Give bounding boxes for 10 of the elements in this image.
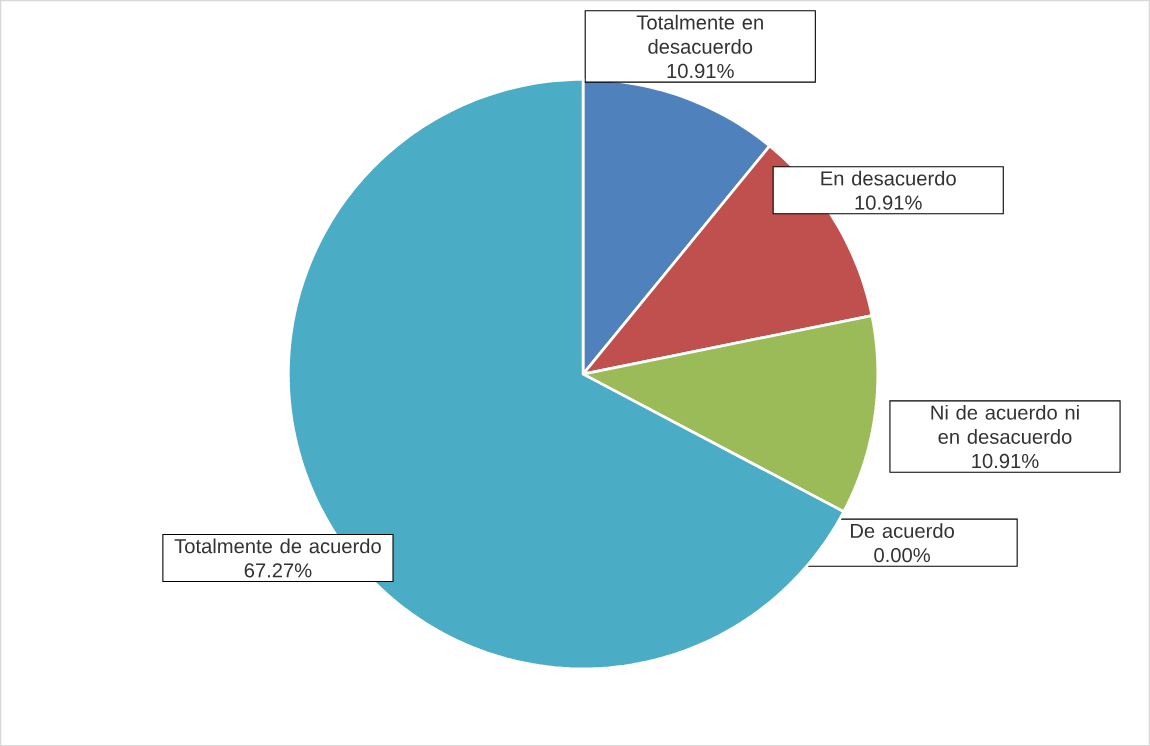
category-label: De acuerdo — [851, 523, 954, 538]
data-label: 10.91% — [972, 453, 1039, 469]
data-label: 67.27% — [244, 563, 312, 578]
slice-label: En desacuerdo — [821, 170, 956, 186]
data-label: 10.91% — [667, 63, 734, 78]
slice-label: Totalmente en desacuerdo — [636, 14, 763, 54]
data-label: 10.91% — [855, 195, 922, 210]
slice-label: Totalmente de acuerdo — [174, 538, 381, 554]
slice-label: Ni de acuerdo ni en desacuerdo — [931, 404, 1079, 444]
text: 0.00% — [874, 547, 930, 563]
